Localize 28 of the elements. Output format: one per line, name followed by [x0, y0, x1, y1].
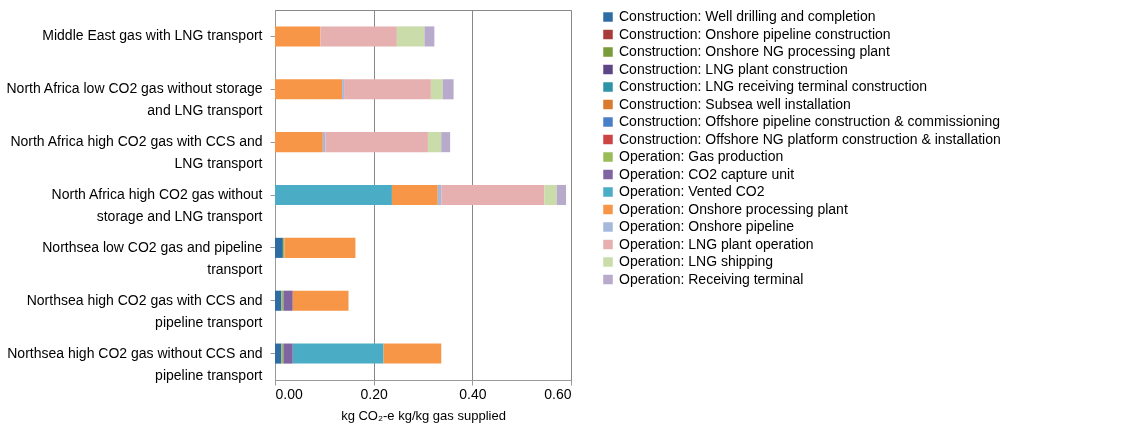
legend-label: Construction: LNG receiving terminal construction [619, 78, 928, 94]
x-axis-title: kg CO₂-e kg/kg gas supplied [341, 407, 506, 423]
y-tick-label: Middle East gas with LNG transport [42, 27, 263, 44]
legend-label: Operation: LNG plant operation [619, 235, 814, 252]
legend-label: Construction: LNG plant construction [619, 60, 848, 77]
legend-label: Operation: Receiving terminal [619, 270, 804, 287]
y-tick-label: North Africa high CO2 gas with CCS and LNG transport [10, 133, 263, 172]
legend-label: Construction: Subsea well installation [619, 95, 851, 112]
y-tick-label: Northsea high CO2 gas with CCS and pipeline transport [26, 291, 263, 330]
legend-label: Operation: Vented CO2 [619, 183, 765, 199]
legend-label: Construction: Well drilling and completion [619, 8, 876, 24]
legend-label: Construction: Offshore pipeline construction & commissioning [619, 113, 1001, 129]
y-tick-label: Northsea low CO2 gas and pipeline transport [42, 238, 263, 277]
legend-label: Operation: CO2 capture unit [619, 165, 795, 182]
y-tick-label: North Africa high CO2 gas without storage and LNG transport [51, 186, 263, 224]
legend-label: Construction: Onshore NG processing plant [619, 43, 890, 59]
legend-label: Construction: Onshore pipeline construction [619, 25, 891, 42]
legend-label: Operation: LNG shipping [619, 253, 774, 269]
legend-label: Operation: Onshore pipeline [619, 218, 795, 234]
x-tick-label: 0.60 [544, 385, 572, 402]
y-tick-label: Northsea high CO2 gas without CCS and pipeline transport [7, 344, 263, 383]
y-tick-label: North Africa low CO2 gas without storage and LNG transport [6, 80, 263, 119]
x-tick-label: 0.40 [459, 385, 487, 402]
x-tick-label: 0.20 [360, 385, 388, 402]
legend-label: Operation: Onshore processing plant [619, 200, 848, 217]
x-tick-label: 0.00 [275, 385, 303, 402]
legend-label: Construction: Offshore NG platform construction & installation [619, 130, 1001, 147]
legend-label: Operation: Gas production [619, 148, 784, 164]
